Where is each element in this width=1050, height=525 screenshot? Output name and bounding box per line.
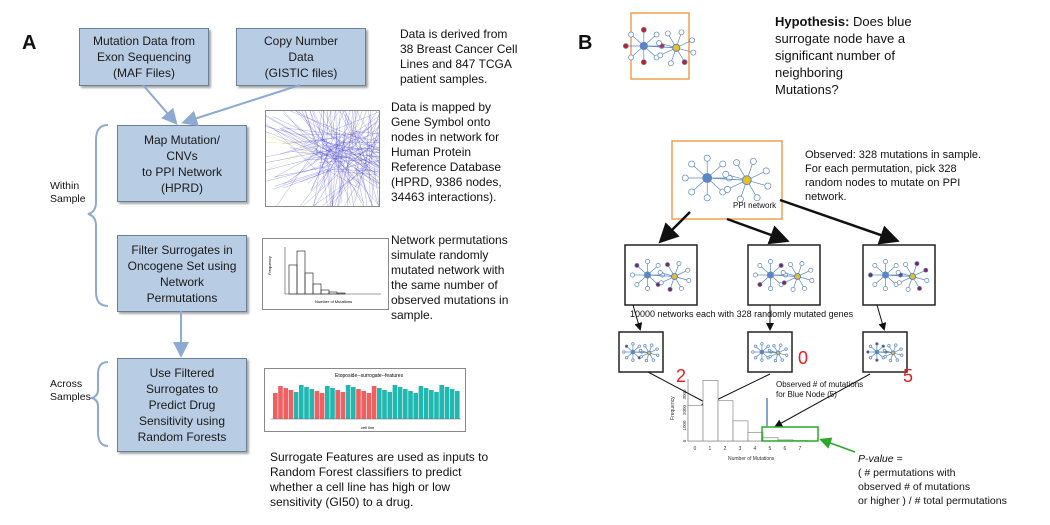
within-bracket (87, 124, 109, 307)
perm-box-2 (747, 244, 821, 306)
hypothesis-bold: Hypothesis: (775, 14, 850, 29)
hypothesis-text: Hypothesis: Does blue surrogate node hav… (775, 13, 912, 98)
count-label-1: 2 (676, 366, 687, 386)
copy-number-label: Copy Number Data (GISTIC files) (263, 34, 339, 80)
pvalue-formula: ( # permutations with observed # of muta… (858, 467, 1007, 507)
hist-xtick: 0 (694, 446, 697, 452)
hist-xtick: 3 (739, 446, 742, 452)
networks-label: 10000 networks each with 328 randomly mu… (630, 309, 854, 319)
hist-ytick: 3000 (682, 389, 687, 400)
pvalue-green-box (761, 426, 819, 442)
perm-box-1 (624, 244, 698, 306)
hist-xtick: 2 (724, 446, 727, 452)
bar-thumb-title: Etoposide--surrogate--features (335, 373, 404, 379)
arrow-perm-zoom-1 (632, 304, 643, 331)
observed-mutations-text: Observed: 328 mutations in sample. For e… (805, 149, 982, 203)
perm-box-3 (862, 244, 936, 306)
observed-node-label: Observed # of mutations for Blue Node (5… (776, 380, 864, 399)
small-hist-ylabel: Frequency (267, 256, 272, 275)
hist-xlabel: Number of Mutations (728, 456, 775, 462)
hist-xtick: 4 (754, 446, 757, 452)
surrogate-features-text: Surrogate Features are used as inputs to… (270, 450, 489, 509)
hypothesis-question: Does blue surrogate node have a signific… (775, 14, 912, 97)
map-mutation-label: Map Mutation/ CNVs to PPI Network (HPRD) (141, 132, 223, 195)
filter-surrogates-label: Filter Surrogates in Oncogene Set using … (127, 242, 237, 305)
arrow-perm-zoom-3 (876, 304, 887, 331)
count-label-2: 0 (798, 348, 809, 368)
count-label-3: 5 (903, 366, 914, 386)
hist-ylabel: Frequency (670, 396, 676, 420)
surrogate-bar-image: Etoposide--surrogate--features cell line (264, 368, 466, 432)
arrow-ppi-perm-2 (726, 217, 790, 245)
arrow-mutation-to-map (142, 84, 178, 126)
data-mapped-text: Data is mapped by Gene Symbol onto nodes… (391, 100, 502, 204)
small-hist-xlabel: Number of Mutations (315, 299, 352, 304)
across-samples-label: Across Samples (50, 378, 91, 403)
map-mutation-box: Map Mutation/ CNVs to PPI Network (HPRD) (117, 125, 247, 202)
predict-drug-label: Use Filtered Surrogates to Predict Drug … (137, 366, 227, 444)
pvalue-label: P-value = (858, 453, 903, 465)
arrow-zoom-hist-3 (774, 373, 871, 427)
hist-xtick: 6 (784, 446, 787, 452)
data-source-text: Data is derived from 38 Breast Cancer Ce… (400, 27, 518, 86)
hist-xtick: 1 (709, 446, 712, 452)
arrow-ppi-perm-3 (779, 198, 900, 245)
hist-xtick: 5 (769, 446, 772, 452)
arrow-copy-to-map (181, 84, 301, 126)
zoom-box-2 (747, 331, 793, 373)
network-permutations-text: Network permutations simulate randomly m… (391, 233, 509, 322)
arrow-zoom-hist-1 (647, 371, 714, 407)
mutation-data-label: Mutation Data from Exon Sequencing (MAF … (92, 34, 196, 80)
bar-thumb-xlabel: cell line (361, 425, 375, 430)
pvalue-green-arrow (819, 437, 856, 453)
ppi-network-image (265, 110, 380, 207)
panel-b-letter: B (578, 32, 593, 54)
zoom-box-3 (862, 331, 908, 373)
permutation-histogram-image: Frequency Number of Mutations (262, 238, 389, 310)
predict-drug-box: Use Filtered Surrogates to Predict Drug … (117, 358, 247, 452)
copy-number-box: Copy Number Data (GISTIC files) (236, 28, 366, 86)
across-bracket (88, 361, 109, 447)
hist-ytick: 1000 (682, 420, 687, 431)
hist-ytick: 2000 (682, 404, 687, 415)
permutation-histogram: 0 1 2 3 4 5 6 7 0 1000 2000 3000 Frequency Number of … (670, 379, 809, 462)
hist-xtick: 7 (799, 446, 802, 452)
arrow-ppi-perm-1 (658, 211, 691, 244)
panel-a-letter: A (22, 32, 37, 54)
within-sample-label: Within Sample (50, 180, 86, 205)
zoom-box-1 (618, 331, 664, 373)
hist-ytick: 0 (682, 439, 687, 442)
filter-surrogates-box: Filter Surrogates in Oncogene Set using … (117, 235, 247, 312)
ppi-network-label: PPI network (733, 201, 777, 210)
mutation-data-box: Mutation Data from Exon Sequencing (MAF … (79, 28, 209, 86)
